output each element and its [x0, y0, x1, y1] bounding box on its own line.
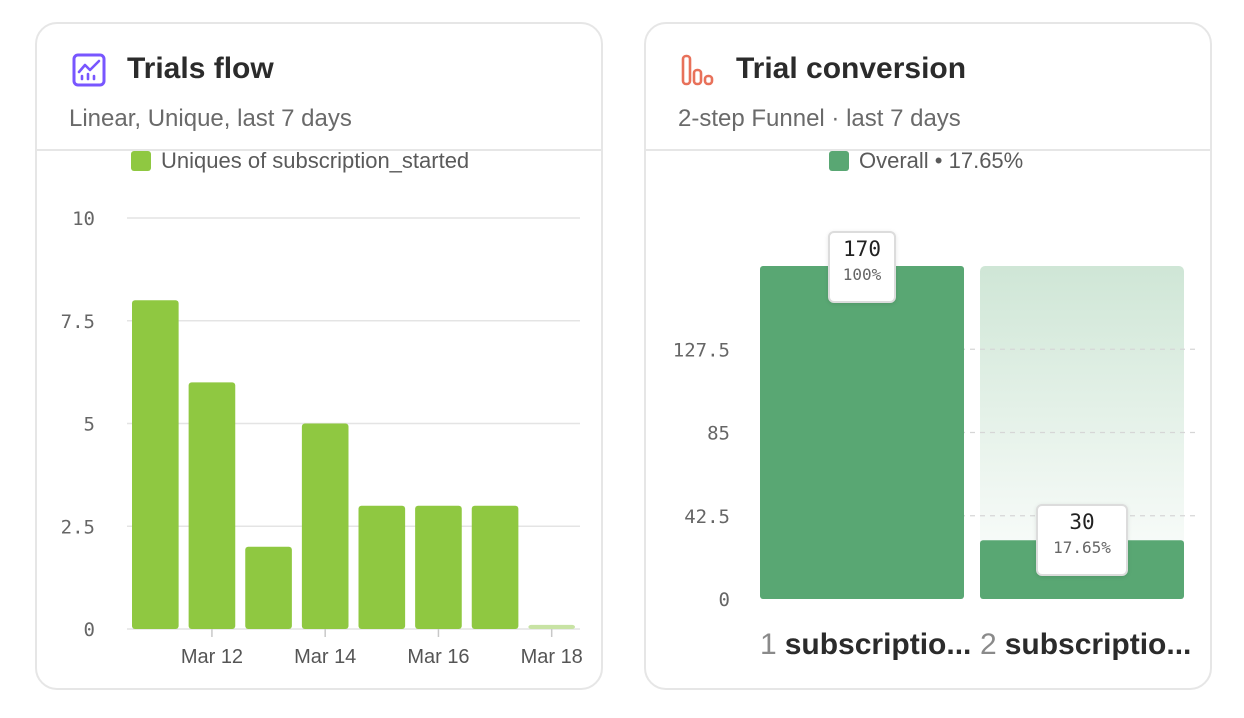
legend-swatch: [131, 151, 151, 171]
y-tick-label: 85: [707, 423, 730, 445]
step-2-tooltip: 30 17.65%: [1036, 504, 1128, 576]
legend-label: Uniques of subscription_started: [161, 148, 470, 173]
y-tick-label: 10: [72, 208, 95, 230]
funnel-bars-icon: [681, 54, 714, 86]
y-tick-label: 127.5: [673, 339, 730, 361]
bar[interactable]: [471, 505, 519, 629]
bar[interactable]: [415, 505, 462, 629]
y-tick-label: 0: [719, 589, 730, 611]
trial-conversion-subtitle: 2-step Funnel · last 7 days: [678, 105, 961, 132]
trials-flow-subtitle: Linear, Unique, last 7 days: [69, 105, 352, 132]
y-tick-label: 0: [84, 619, 95, 641]
x-tick-label: Mar 18: [521, 646, 583, 668]
funnel-step-bar[interactable]: [760, 266, 964, 599]
bar[interactable]: [132, 300, 179, 629]
trial-conversion-title[interactable]: Trial conversion: [736, 52, 967, 85]
step-1-name: subscriptio...: [784, 628, 972, 661]
bar[interactable]: [358, 505, 406, 629]
step-2-count: 30: [1069, 510, 1095, 534]
trials-flow-header: Trials flow Linear, Unique, last 7 days: [37, 24, 601, 151]
bar[interactable]: [528, 624, 575, 629]
bar[interactable]: [301, 423, 349, 630]
legend-swatch: [829, 151, 849, 171]
trial-conversion-header: Trial conversion 2-step Funnel · last 7 …: [646, 24, 1210, 151]
trials-flow-legend[interactable]: Uniques of subscription_started: [131, 148, 469, 174]
step-1-count: 170: [843, 237, 881, 261]
y-tick-label: 2.5: [61, 516, 95, 538]
bar[interactable]: [245, 546, 292, 629]
line-chart-icon: [72, 53, 106, 87]
step-1-label[interactable]: 1 subscriptio...: [760, 628, 971, 662]
y-tick-label: 7.5: [61, 311, 95, 333]
step-2-percent: 17.65%: [1053, 538, 1111, 557]
bar[interactable]: [188, 382, 236, 629]
step-1-percent: 100%: [842, 265, 882, 284]
step-1-number: 1: [760, 628, 777, 661]
step-2-number: 2: [980, 628, 997, 661]
step-1-tooltip: 170 100%: [828, 231, 896, 303]
x-tick-label: Mar 16: [407, 646, 469, 668]
trial-conversion-legend[interactable]: Overall • 17.65%: [829, 148, 1023, 174]
legend-label: Overall • 17.65%: [859, 148, 1024, 173]
step-2-name: subscriptio...: [1004, 628, 1192, 661]
step-2-label[interactable]: 2 subscriptio...: [980, 628, 1191, 662]
x-tick-label: Mar 12: [181, 646, 243, 668]
y-tick-label: 42.5: [684, 506, 730, 528]
trials-flow-title[interactable]: Trials flow: [127, 52, 274, 85]
x-tick-label: Mar 14: [294, 646, 356, 668]
y-tick-label: 5: [84, 414, 95, 436]
